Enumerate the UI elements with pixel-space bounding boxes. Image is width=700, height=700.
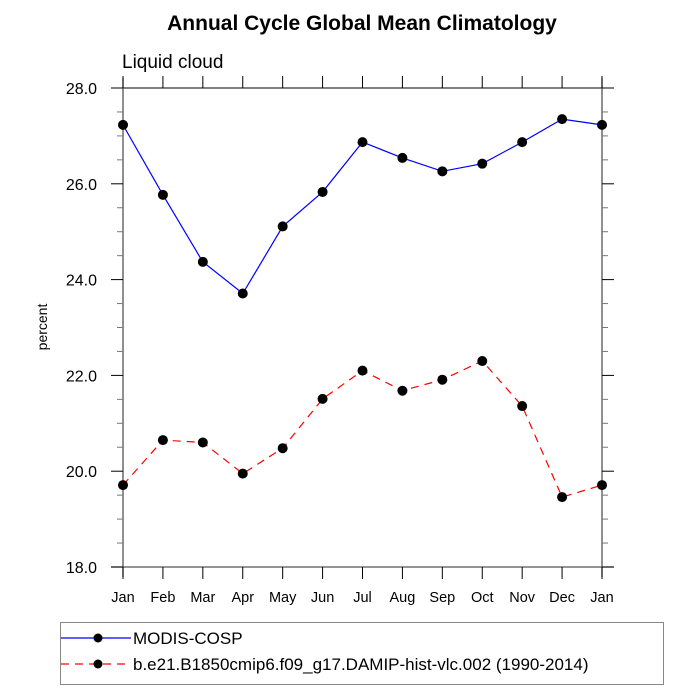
data-point: [397, 152, 408, 163]
x-tick-label: May: [269, 590, 297, 606]
data-point: [277, 221, 288, 232]
data-point: [557, 492, 568, 503]
y-ticks: 18.0 20.0 22.0 24.0 26.0 28.0: [66, 81, 614, 577]
legend-label-1: b.e21.B1850cmip6.f09_g17.DAMIP-hist-vlc.…: [133, 655, 589, 674]
data-point: [477, 158, 488, 169]
x-tick-label: Oct: [471, 590, 494, 606]
legend-marker-0: [93, 633, 103, 643]
legend-entry-1: b.e21.B1850cmip6.f09_g17.DAMIP-hist-vlc.…: [61, 655, 589, 674]
data-point: [157, 435, 168, 446]
x-tick-label: Jul: [353, 590, 372, 606]
y-axis-label: percent: [34, 304, 50, 351]
data-point: [597, 480, 607, 491]
y-tick-label: 26.0: [66, 177, 97, 194]
data-point: [317, 186, 328, 197]
legend: MODIS-COSP b.e21.B1850cmip6.f09_g17.DAMI…: [60, 622, 664, 685]
data-point: [517, 137, 528, 148]
data-point: [157, 189, 168, 200]
legend-box: [60, 622, 664, 685]
series-line-1: [122, 360, 603, 498]
x-tick-label: Feb: [150, 590, 175, 606]
legend-marker-1: [93, 659, 103, 669]
x-tick-label: Nov: [509, 590, 536, 606]
x-tick-label: Jan: [111, 590, 134, 606]
y-tick-label: 20.0: [66, 464, 97, 481]
series-layer: [118, 114, 607, 503]
y-tick-label: 28.0: [66, 81, 97, 98]
plot-axes: [111, 78, 614, 577]
x-tick-label: Aug: [390, 590, 416, 606]
x-tick-label: Apr: [231, 590, 254, 606]
data-point: [197, 256, 208, 267]
data-point: [197, 437, 208, 448]
series-1: [118, 356, 607, 503]
chart-subtitle: Liquid cloud: [122, 52, 223, 73]
data-point: [237, 288, 248, 299]
data-point: [397, 385, 408, 396]
x-tick-label: Sep: [429, 590, 455, 606]
data-point: [118, 119, 128, 130]
x-tick-label: Jan: [590, 590, 613, 606]
data-point: [517, 401, 528, 412]
legend-label-0: MODIS-COSP: [133, 629, 243, 648]
x-tick-label: Dec: [549, 590, 575, 606]
y-tick-label: 22.0: [66, 368, 97, 385]
data-point: [277, 443, 288, 454]
data-point: [437, 166, 448, 177]
legend-entry-0: MODIS-COSP: [61, 629, 243, 648]
data-point: [597, 119, 607, 130]
data-point: [557, 114, 568, 125]
data-point: [357, 137, 368, 148]
chart-title: Annual Cycle Global Mean Climatology: [167, 12, 557, 35]
data-point: [437, 374, 448, 385]
x-tick-label: Jun: [311, 590, 334, 606]
data-point: [118, 480, 128, 491]
data-point: [237, 468, 248, 479]
x-tick-label: Mar: [190, 590, 215, 606]
x-ticks: Jan Feb Mar Apr May Jun Jul Aug Sep Oct Nov Dec Jan: [111, 76, 614, 606]
y-tick-label: 24.0: [66, 273, 97, 290]
series-0: [118, 114, 607, 299]
data-point: [477, 356, 488, 367]
y-tick-label: 18.0: [66, 560, 97, 577]
data-point: [357, 365, 368, 376]
data-point: [317, 393, 328, 404]
